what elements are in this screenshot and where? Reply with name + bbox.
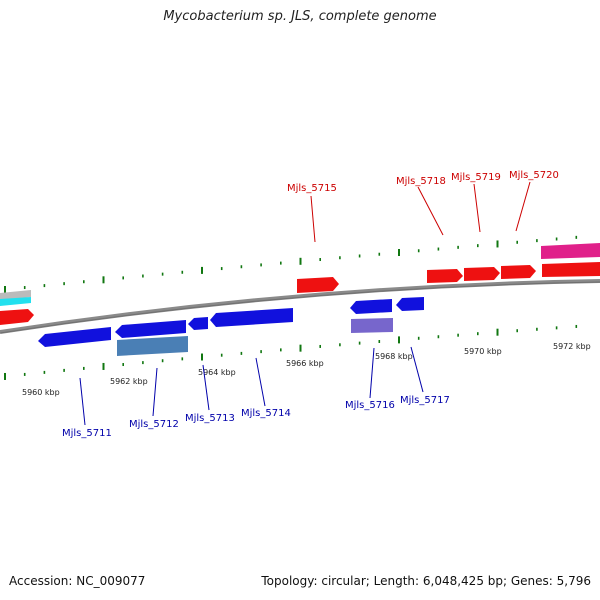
label-mjls-5714[interactable]: Mjls_5714 [241, 408, 291, 419]
gene-mjls-5719[interactable] [464, 267, 500, 281]
scale-label-5972: 5972 kbp [553, 342, 591, 351]
tick-track-lower [4, 324, 578, 380]
label-mjls-5715[interactable]: Mjls_5715 [287, 183, 337, 194]
tick-track-upper [4, 235, 578, 294]
scale-label-5960: 5960 kbp [22, 388, 60, 397]
scale-label-5964: 5964 kbp [198, 368, 236, 377]
label-mjls-5720[interactable]: Mjls_5720 [509, 170, 559, 181]
gene-mjls-5712[interactable] [115, 320, 186, 338]
scale-label-5962: 5962 kbp [110, 377, 148, 386]
gene-forward-partial-right[interactable] [542, 262, 600, 277]
label-mjls-5713[interactable]: Mjls_5713 [185, 413, 235, 424]
gene-mjls-5720[interactable] [501, 265, 536, 279]
gene-forward-partial-left[interactable] [0, 309, 34, 325]
label-mjls-5716[interactable]: Mjls_5716 [345, 400, 395, 411]
label-mjls-5711[interactable]: Mjls_5711 [62, 428, 112, 439]
reverse-genes [38, 297, 424, 356]
gene-forward-partial-cyan[interactable] [0, 297, 31, 306]
gene-mjls-5714[interactable] [210, 308, 293, 327]
scale-label-5970: 5970 kbp [464, 347, 502, 356]
genome-backbone [0, 279, 600, 334]
gene-mjls-5713[interactable] [188, 317, 208, 330]
gene-mjls-5715[interactable] [297, 277, 339, 293]
gene-mjls-5711[interactable] [38, 327, 111, 347]
gene-mjls-5716-violet[interactable] [351, 318, 393, 333]
label-mjls-5712[interactable]: Mjls_5712 [129, 419, 179, 430]
forward-gene-labels: Mjls_5715 Mjls_5718 Mjls_5719 Mjls_5720 [287, 170, 559, 243]
scale-labels: 5960 kbp 5962 kbp 5964 kbp 5966 kbp 5968… [22, 342, 591, 397]
scale-label-5968: 5968 kbp [375, 352, 413, 361]
gene-mjls-5712-steel[interactable] [117, 336, 188, 356]
label-mjls-5718[interactable]: Mjls_5718 [396, 176, 446, 187]
reverse-gene-labels: Mjls_5711 Mjls_5712 Mjls_5713 Mjls_5714 … [62, 346, 450, 439]
gene-forward-partial-magenta[interactable] [541, 243, 600, 259]
accession-label: Accession: NC_009077 [9, 574, 146, 588]
scale-label-5966: 5966 kbp [286, 359, 324, 368]
gene-mjls-5717[interactable] [396, 297, 424, 311]
gene-mjls-5718[interactable] [427, 269, 463, 283]
genome-summary: Topology: circular; Length: 6,048,425 bp… [261, 574, 591, 588]
label-mjls-5719[interactable]: Mjls_5719 [451, 172, 501, 183]
gene-mjls-5716[interactable] [350, 299, 392, 314]
map-title: Mycobacterium sp. JLS, complete genome [163, 9, 437, 24]
forward-genes [0, 243, 600, 325]
label-mjls-5717[interactable]: Mjls_5717 [400, 395, 450, 406]
